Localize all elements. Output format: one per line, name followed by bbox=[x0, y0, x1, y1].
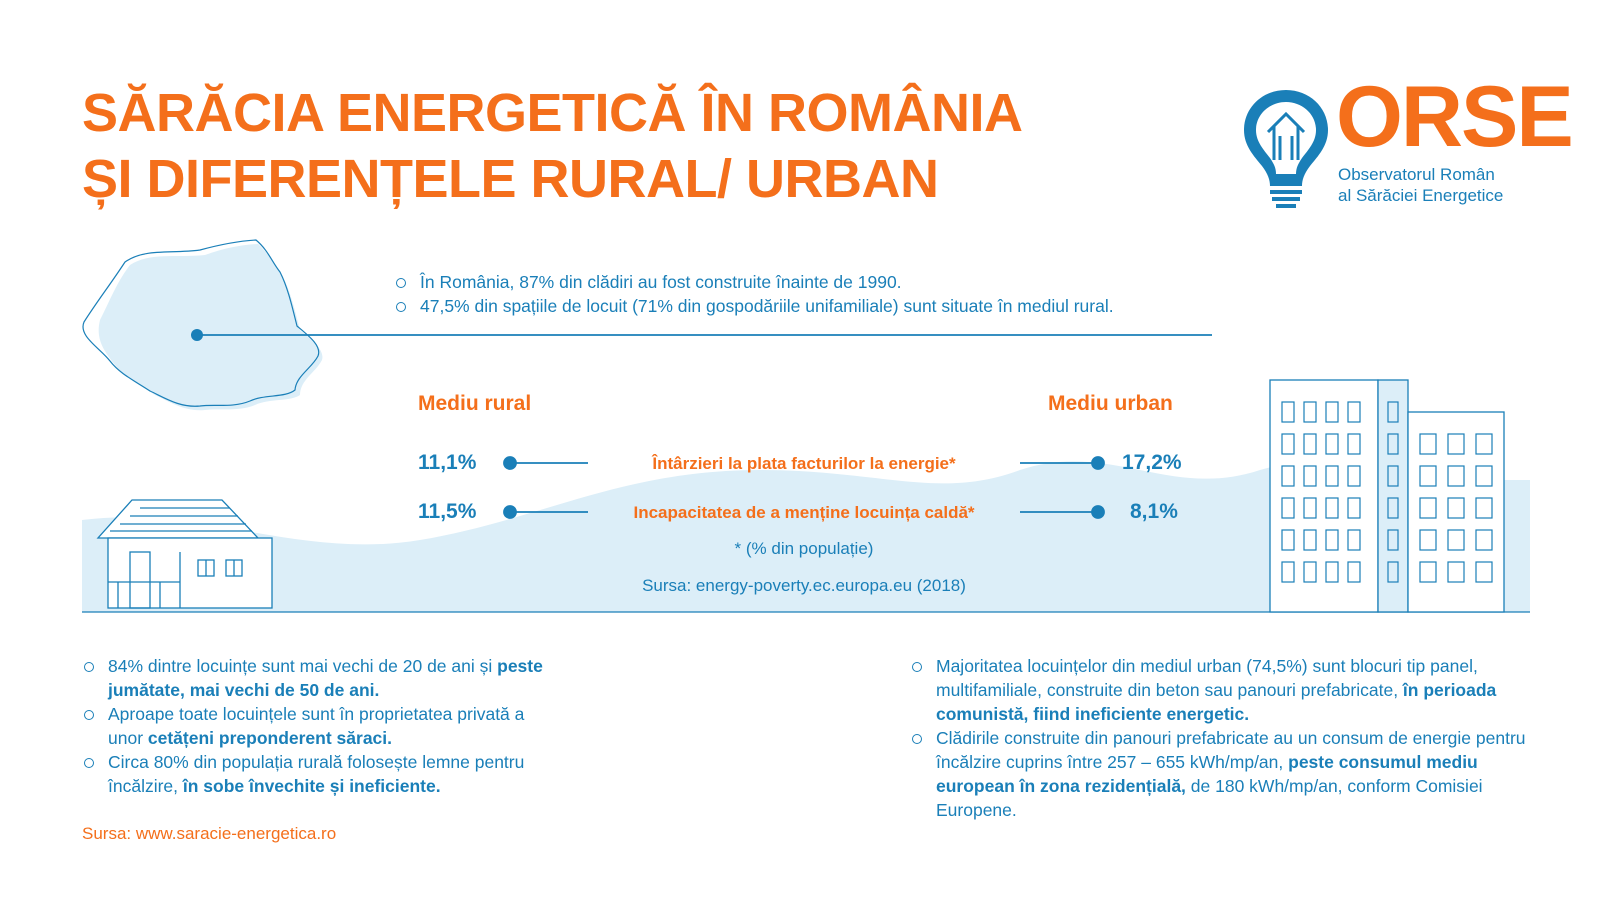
building-window bbox=[1325, 497, 1339, 519]
building-window bbox=[1347, 561, 1361, 583]
building-window bbox=[1475, 433, 1493, 455]
rural-fact: Circa 80% din populația rurală folosește… bbox=[82, 750, 562, 798]
building-window bbox=[1347, 465, 1361, 487]
building-window bbox=[1387, 465, 1399, 487]
urban-value-2: 8,1% bbox=[1130, 500, 1178, 523]
building-window bbox=[1303, 497, 1317, 519]
logo-subtitle-line-2: al Sărăciei Energetice bbox=[1338, 186, 1504, 205]
title-line-1: SĂRĂCIA ENERGETICĂ ÎN ROMÂNIA bbox=[82, 83, 1023, 143]
building-window bbox=[1303, 465, 1317, 487]
building-window bbox=[1387, 433, 1399, 455]
building-window bbox=[1281, 401, 1295, 423]
landscape-wave bbox=[82, 461, 1530, 612]
lightbulb-house-icon bbox=[1244, 90, 1328, 208]
building-window bbox=[1387, 561, 1399, 583]
building-window bbox=[1325, 401, 1339, 423]
logo-name: ORSE bbox=[1336, 69, 1574, 165]
building-window bbox=[1419, 529, 1437, 551]
building-window bbox=[1387, 497, 1399, 519]
urban-facts-list: Majoritatea locuințelor din mediul urban… bbox=[910, 654, 1535, 822]
building-window bbox=[1447, 465, 1465, 487]
building-window bbox=[1419, 497, 1437, 519]
building-window bbox=[1281, 561, 1295, 583]
building-window bbox=[1303, 433, 1317, 455]
rural-fact: 84% dintre locuințe sunt mai vechi de 20… bbox=[82, 654, 562, 702]
building-window bbox=[1419, 433, 1437, 455]
rural-value-2: 11,5% bbox=[418, 500, 477, 523]
building-window bbox=[1347, 529, 1361, 551]
building-window bbox=[1475, 561, 1493, 583]
building-window bbox=[1475, 465, 1493, 487]
title-line-2: ȘI DIFERENȚELE RURAL/ URBAN bbox=[82, 149, 939, 209]
top-facts-list: În România, 87% din clădiri au fost cons… bbox=[394, 270, 1214, 318]
building-window bbox=[1281, 465, 1295, 487]
top-fact-1: În România, 87% din clădiri au fost cons… bbox=[394, 270, 1214, 294]
footer-source: Sursa: www.saracie-energetica.ro bbox=[82, 824, 337, 843]
building-window bbox=[1325, 529, 1339, 551]
building-window bbox=[1325, 465, 1339, 487]
rural-value-1: 11,1% bbox=[418, 451, 477, 474]
apartment-blocks-icon bbox=[1269, 379, 1505, 613]
page-title: SĂRĂCIA ENERGETICĂ ÎN ROMÂNIA ȘI DIFEREN… bbox=[82, 80, 1042, 212]
urban-fact: Majoritatea locuințelor din mediul urban… bbox=[910, 654, 1535, 726]
building-window bbox=[1347, 401, 1361, 423]
building-window bbox=[1303, 529, 1317, 551]
building-window bbox=[1281, 529, 1295, 551]
metric-label-2: Incapacitatea de a menține locuința cald… bbox=[633, 503, 975, 522]
building-window bbox=[1475, 529, 1493, 551]
top-fact-2: 47,5% din spațiile de locuit (71% din go… bbox=[394, 294, 1214, 318]
building-window bbox=[1387, 529, 1399, 551]
urban-label: Mediu urban bbox=[1048, 392, 1173, 415]
rural-fact: Aproape toate locuințele sunt în proprie… bbox=[82, 702, 562, 750]
rural-house-icon bbox=[96, 499, 273, 609]
building-window bbox=[1281, 433, 1295, 455]
building-window bbox=[1447, 529, 1465, 551]
urban-fact: Clădirile construite din panouri prefabr… bbox=[910, 726, 1535, 822]
building-window bbox=[1303, 401, 1317, 423]
rural-label: Mediu rural bbox=[418, 392, 532, 415]
romania-map-icon bbox=[82, 239, 323, 411]
building-window bbox=[1387, 401, 1399, 423]
building-window bbox=[1325, 433, 1339, 455]
building-window bbox=[1447, 433, 1465, 455]
building-window bbox=[1303, 561, 1317, 583]
building-window bbox=[1419, 465, 1437, 487]
comparison-source: Sursa: energy-poverty.ec.europa.eu (2018… bbox=[642, 576, 966, 595]
building-window bbox=[1475, 497, 1493, 519]
apartment-windows bbox=[1281, 401, 1493, 583]
building-window bbox=[1447, 561, 1465, 583]
building-window bbox=[1419, 561, 1437, 583]
urban-value-1: 17,2% bbox=[1122, 451, 1182, 474]
building-window bbox=[1325, 561, 1339, 583]
logo-subtitle-line-1: Observatorul Român bbox=[1338, 165, 1495, 184]
building-window bbox=[1347, 497, 1361, 519]
rural-facts-list: 84% dintre locuințe sunt mai vechi de 20… bbox=[82, 654, 562, 798]
building-window bbox=[1447, 497, 1465, 519]
metric-label-1: Întârzieri la plata facturilor la energi… bbox=[652, 454, 956, 473]
building-window bbox=[1281, 497, 1295, 519]
population-footnote: * (% din populație) bbox=[734, 539, 874, 558]
building-window bbox=[1347, 433, 1361, 455]
logo-subtitle: Observatorul Român al Sărăciei Energetic… bbox=[1338, 164, 1538, 206]
